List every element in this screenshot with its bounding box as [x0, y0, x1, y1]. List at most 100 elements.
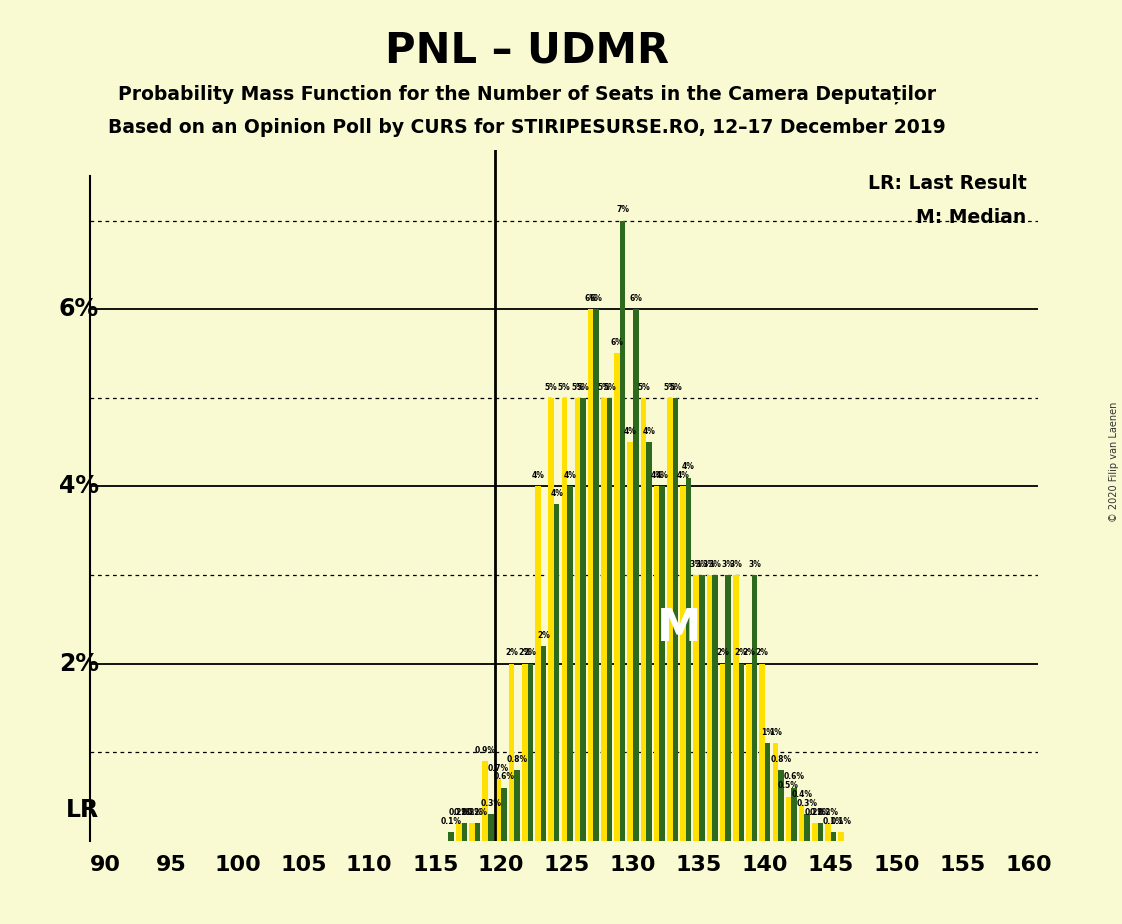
- Bar: [746, 663, 752, 841]
- Bar: [712, 575, 718, 841]
- Bar: [461, 823, 467, 841]
- Bar: [760, 663, 765, 841]
- Text: 0.3%: 0.3%: [797, 799, 818, 808]
- Text: 0.6%: 0.6%: [783, 772, 804, 782]
- Text: 3%: 3%: [729, 560, 742, 569]
- Text: 6%: 6%: [629, 294, 642, 303]
- Text: LR: LR: [66, 797, 99, 821]
- Text: 4%: 4%: [643, 427, 655, 436]
- Bar: [733, 575, 738, 841]
- Text: 2%: 2%: [743, 649, 755, 657]
- Bar: [686, 478, 691, 841]
- Text: 2%: 2%: [537, 631, 550, 639]
- Text: 5%: 5%: [558, 383, 571, 392]
- Bar: [725, 575, 730, 841]
- Text: 5%: 5%: [603, 383, 616, 392]
- Text: 6%: 6%: [610, 338, 624, 347]
- Text: 3%: 3%: [748, 560, 761, 569]
- Text: 4%: 4%: [532, 471, 544, 480]
- Bar: [818, 823, 824, 841]
- Bar: [496, 779, 502, 841]
- Text: 0.9%: 0.9%: [475, 746, 496, 755]
- Text: 2%: 2%: [59, 651, 99, 675]
- Text: 1%: 1%: [769, 728, 782, 737]
- Bar: [615, 354, 619, 841]
- Text: 0.1%: 0.1%: [830, 817, 852, 826]
- Bar: [738, 663, 744, 841]
- Text: 3%: 3%: [708, 560, 721, 569]
- Bar: [456, 823, 461, 841]
- Bar: [541, 646, 546, 841]
- Text: M: M: [657, 607, 701, 650]
- Text: 0.2%: 0.2%: [818, 808, 838, 817]
- Bar: [574, 398, 580, 841]
- Text: 0.2%: 0.2%: [804, 808, 826, 817]
- Text: 0.5%: 0.5%: [778, 782, 799, 790]
- Bar: [527, 663, 533, 841]
- Bar: [588, 310, 594, 841]
- Bar: [791, 787, 797, 841]
- Bar: [469, 823, 475, 841]
- Text: 7%: 7%: [616, 205, 629, 214]
- Bar: [804, 814, 810, 841]
- Bar: [641, 398, 646, 841]
- Bar: [549, 398, 554, 841]
- Text: 4%: 4%: [655, 471, 669, 480]
- Text: 0.4%: 0.4%: [791, 790, 812, 799]
- Bar: [668, 398, 672, 841]
- Bar: [680, 486, 686, 841]
- Bar: [646, 442, 652, 841]
- Text: Probability Mass Function for the Number of Seats in the Camera Deputaților: Probability Mass Function for the Number…: [118, 85, 937, 104]
- Bar: [826, 823, 830, 841]
- Text: 0.2%: 0.2%: [810, 808, 831, 817]
- Text: 4%: 4%: [624, 427, 636, 436]
- Text: 4%: 4%: [677, 471, 689, 480]
- Bar: [580, 398, 586, 841]
- Bar: [799, 806, 804, 841]
- Bar: [567, 486, 572, 841]
- Text: © 2020 Filip van Laenen: © 2020 Filip van Laenen: [1110, 402, 1119, 522]
- Text: 0.6%: 0.6%: [494, 772, 515, 782]
- Text: 5%: 5%: [663, 383, 677, 392]
- Bar: [693, 575, 699, 841]
- Text: 5%: 5%: [669, 383, 682, 392]
- Bar: [838, 832, 844, 841]
- Bar: [488, 814, 494, 841]
- Bar: [607, 398, 613, 841]
- Text: 0.2%: 0.2%: [454, 808, 475, 817]
- Bar: [785, 796, 791, 841]
- Bar: [502, 787, 507, 841]
- Bar: [707, 575, 712, 841]
- Text: 0.3%: 0.3%: [480, 799, 502, 808]
- Bar: [619, 221, 625, 841]
- Bar: [554, 505, 560, 841]
- Text: 4%: 4%: [650, 471, 663, 480]
- Bar: [601, 398, 607, 841]
- Text: 0.2%: 0.2%: [461, 808, 482, 817]
- Text: 0.1%: 0.1%: [441, 817, 461, 826]
- Text: 2%: 2%: [518, 649, 531, 657]
- Bar: [627, 442, 633, 841]
- Text: 2%: 2%: [505, 649, 518, 657]
- Text: 3%: 3%: [696, 560, 708, 569]
- Text: 4%: 4%: [563, 471, 577, 480]
- Text: 4%: 4%: [59, 474, 99, 498]
- Bar: [654, 486, 660, 841]
- Bar: [830, 832, 836, 841]
- Bar: [449, 832, 454, 841]
- Bar: [778, 770, 783, 841]
- Text: 1%: 1%: [761, 728, 774, 737]
- Text: 0.8%: 0.8%: [771, 755, 791, 764]
- Text: 0.2%: 0.2%: [467, 808, 488, 817]
- Bar: [594, 310, 599, 841]
- Bar: [812, 823, 818, 841]
- Text: 3%: 3%: [690, 560, 702, 569]
- Bar: [508, 663, 514, 841]
- Text: 5%: 5%: [577, 383, 589, 392]
- Bar: [535, 486, 541, 841]
- Bar: [660, 486, 665, 841]
- Bar: [765, 744, 771, 841]
- Bar: [672, 398, 678, 841]
- Text: 0.7%: 0.7%: [488, 763, 509, 772]
- Text: 4%: 4%: [550, 489, 563, 498]
